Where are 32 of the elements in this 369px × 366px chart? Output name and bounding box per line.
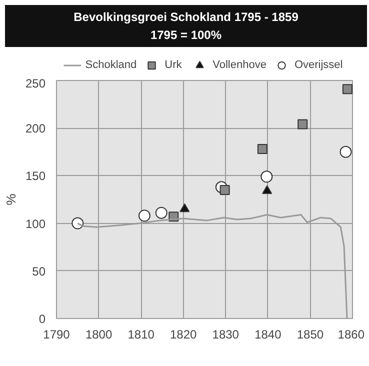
y-tick-label: 50 bbox=[32, 264, 46, 278]
y-tick-label: 150 bbox=[25, 169, 46, 184]
x-tick-label: 1840 bbox=[254, 328, 282, 342]
x-tick-label: 1820 bbox=[170, 328, 198, 342]
point bbox=[262, 185, 272, 194]
x-tick-label: 1830 bbox=[212, 328, 240, 342]
legend-label: Urk bbox=[164, 59, 183, 71]
point bbox=[138, 210, 150, 222]
y-axis-title: % bbox=[3, 193, 18, 206]
x-tick-label: 1860 bbox=[338, 328, 365, 342]
legend-label: Schokland bbox=[85, 59, 137, 71]
point bbox=[180, 203, 190, 212]
x-tick-label: 1810 bbox=[128, 328, 155, 342]
legend-label: Vollenhove bbox=[212, 59, 266, 71]
legend-label: Overijssel bbox=[294, 59, 343, 71]
y-tick-label: 100 bbox=[25, 216, 46, 231]
point bbox=[257, 144, 268, 154]
x-tick-label: 1800 bbox=[85, 328, 112, 342]
point bbox=[298, 119, 308, 130]
point bbox=[260, 170, 273, 183]
point bbox=[72, 217, 84, 230]
point bbox=[342, 84, 352, 94]
x-tick-label: 1850 bbox=[296, 328, 324, 342]
y-tick-label: 200 bbox=[25, 122, 46, 136]
point bbox=[155, 206, 168, 219]
chart-title: Bevolkingsgroei Schokland 1795 - 1859 bbox=[74, 10, 298, 24]
x-tick-label: 1790 bbox=[43, 328, 70, 342]
chart-subtitle: 1795 = 100% bbox=[150, 28, 222, 42]
y-tick-label: 250 bbox=[25, 76, 46, 90]
point bbox=[340, 146, 352, 158]
point bbox=[220, 184, 230, 195]
y-tick-label: 0 bbox=[38, 312, 46, 326]
